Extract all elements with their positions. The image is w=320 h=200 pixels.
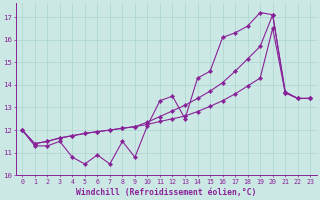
X-axis label: Windchill (Refroidissement éolien,°C): Windchill (Refroidissement éolien,°C) <box>76 188 256 197</box>
